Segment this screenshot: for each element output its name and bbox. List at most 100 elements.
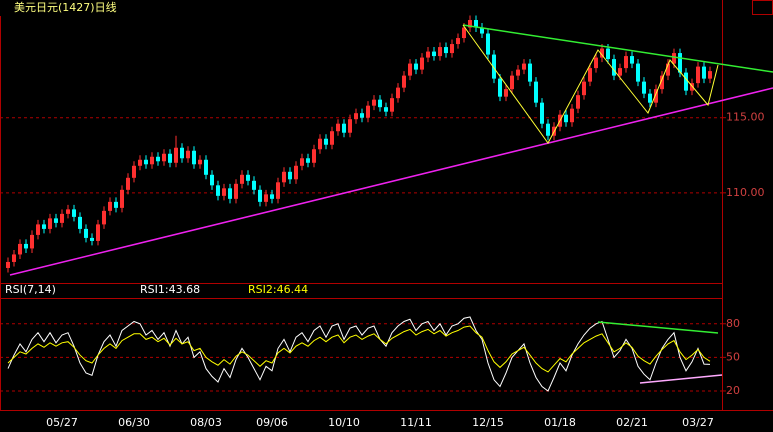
candle-body [564,114,568,123]
legend-entry: RSI1:43.68 [140,283,200,296]
x-tick-label: 06/30 [118,416,150,429]
candle-body [264,194,268,202]
candle-body [450,44,454,54]
legend-entry: RSI2:46.44 [248,283,308,296]
candle-body [534,81,538,103]
candle-body [666,63,670,76]
y-tick-label: 115.00 [726,111,765,124]
x-tick-label: 05/27 [46,416,78,429]
candle-body [504,89,508,97]
candle-body [396,87,400,99]
candle-body [660,75,664,90]
indicator-title: RSI(7,14) [5,283,56,296]
candle-body [66,209,70,214]
candle-body [126,177,130,190]
candle-body [72,209,76,217]
candle-body [702,66,706,79]
candle-body [630,56,634,64]
candle-body [366,105,370,118]
candle-body [498,78,502,97]
candle-body [336,123,340,132]
candle-body [378,99,382,108]
candle-body [102,210,106,225]
candle-body [294,165,298,180]
candle-body [654,89,658,103]
candle-body [522,63,526,70]
candle-body [162,153,166,162]
candle-body [402,75,406,88]
candle-body [240,174,244,184]
candle-body [420,57,424,70]
candle-body [492,54,496,79]
candle-body [576,95,580,109]
x-tick-label: 02/21 [616,416,648,429]
trendlines [9,24,773,384]
candle-body [384,107,388,112]
candle-body [132,165,136,178]
chart-title: 美元日元(1427)日线 [14,0,117,14]
candle-body [672,53,676,64]
candle-body [648,93,652,103]
candle-body [474,20,478,28]
candle-body [18,243,22,255]
candle-body [696,66,700,84]
rsi-line [7,325,711,373]
x-tick-label: 01/18 [544,416,576,429]
candle-body [108,201,112,211]
candle-body [684,72,688,91]
candle-body [150,156,154,165]
rsi-support-line [639,374,723,384]
candle-body [258,189,262,202]
candle-body [390,98,394,112]
candle-body [78,216,82,229]
candle-body [600,48,604,58]
candle-body [618,68,622,76]
candle-body [360,113,364,118]
candle-body [540,102,544,124]
candle-body [642,81,646,94]
frame [0,0,773,411]
candle-body [546,123,550,136]
candle-body [90,237,94,241]
candle-body [426,51,430,58]
price-panel [0,15,726,273]
x-tick-label: 08/03 [190,416,222,429]
candle-body [180,147,184,159]
support-line [9,87,773,276]
x-tick-label: 10/10 [328,416,360,429]
candle-body [432,51,436,57]
candle-body [570,108,574,123]
candle-body [312,149,316,163]
candle-body [288,171,292,180]
candle-body [306,158,310,163]
candle-body [48,218,52,229]
candle-body [276,182,280,199]
candle-body [594,57,598,69]
candle-body [192,150,196,165]
candle-body [678,53,682,73]
y-tick-label: 20 [726,384,740,397]
wave-line [462,24,719,144]
candle-body [246,174,250,181]
candle-body [138,159,142,166]
candle-body [486,33,490,55]
y-tick-label: 50 [726,350,740,363]
candle-body [228,188,232,199]
candle-body [612,59,616,76]
candle-body [36,224,40,235]
candle-body [318,138,322,150]
candle-body [300,158,304,166]
candle-body [174,147,178,163]
candle-body [156,156,160,162]
x-tick-label: 12/15 [472,416,504,429]
candle-body [414,63,418,70]
candle-body [480,27,484,34]
candle-body [198,159,202,165]
candle-body [348,119,352,133]
rsi-panel [0,316,726,392]
candle-body [690,83,694,91]
candle-body [582,81,586,96]
candle-body [168,153,172,163]
